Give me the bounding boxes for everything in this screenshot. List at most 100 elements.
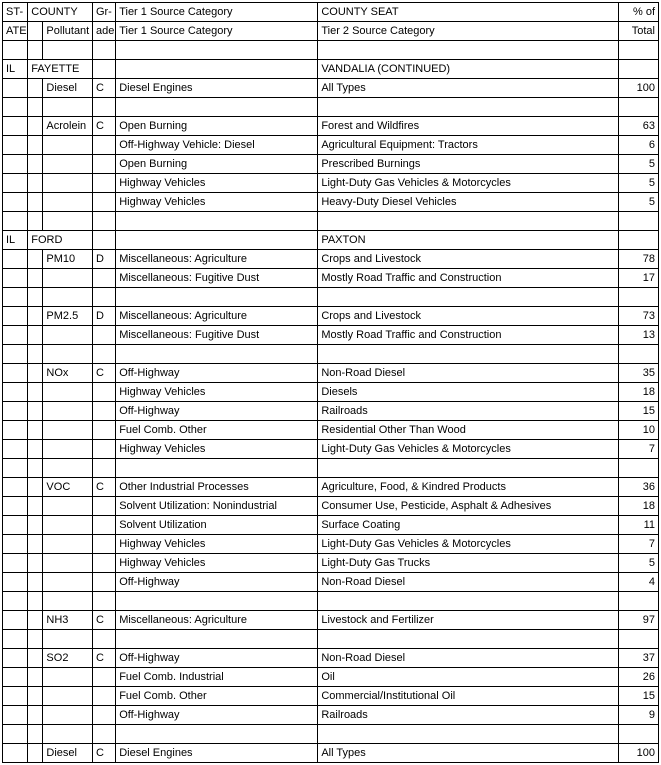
- table-row: NH3CMiscellaneous: AgricultureLivestock …: [3, 611, 659, 630]
- cell-tier2: Light-Duty Gas Vehicles & Motorcycles: [318, 174, 618, 193]
- cell-county-blank: [28, 630, 43, 649]
- table-row: [3, 725, 659, 744]
- cell-tier2: VANDALIA (CONTINUED): [318, 60, 618, 79]
- cell-pollutant: PM2.5: [43, 307, 93, 326]
- cell-tier1: Miscellaneous: Fugitive Dust: [116, 326, 318, 345]
- cell-tier1: Highway Vehicles: [116, 554, 318, 573]
- table-row: Miscellaneous: Fugitive DustMostly Road …: [3, 269, 659, 288]
- cell-county-blank: [28, 193, 43, 212]
- cell-tier2: Consumer Use, Pesticide, Asphalt & Adhes…: [318, 497, 618, 516]
- table-row: [3, 41, 659, 60]
- cell-tier2: [318, 630, 618, 649]
- cell-pollutant: [43, 687, 93, 706]
- cell-pollutant: [43, 668, 93, 687]
- cell-state: [3, 383, 28, 402]
- hdr-grade: Gr-: [92, 3, 115, 22]
- cell-state: [3, 155, 28, 174]
- hdr-tier1: Tier 1 Source Category: [116, 3, 318, 22]
- cell-tier1: Off-Highway: [116, 364, 318, 383]
- cell-grade: [92, 212, 115, 231]
- cell-county: FAYETTE: [28, 60, 93, 79]
- cell-percent: 13: [618, 326, 658, 345]
- cell-tier2: [318, 459, 618, 478]
- cell-state: [3, 459, 28, 478]
- cell-percent: 15: [618, 402, 658, 421]
- cell-county-blank: [28, 288, 43, 307]
- table-row: Solvent Utilization: NonindustrialConsum…: [3, 497, 659, 516]
- cell-percent: 100: [618, 744, 658, 763]
- hdr-pct: % of: [618, 3, 658, 22]
- cell-tier2: PAXTON: [318, 231, 618, 250]
- cell-state: [3, 440, 28, 459]
- hdr-total: Total: [618, 22, 658, 41]
- cell-pollutant: [43, 383, 93, 402]
- table-row: PM2.5DMiscellaneous: AgricultureCrops an…: [3, 307, 659, 326]
- cell-tier2: [318, 41, 618, 60]
- table-row: NOxCOff-HighwayNon-Road Diesel35: [3, 364, 659, 383]
- table-row: PM10DMiscellaneous: AgricultureCrops and…: [3, 250, 659, 269]
- cell-pollutant: [43, 592, 93, 611]
- cell-tier1: [116, 41, 318, 60]
- cell-percent: 5: [618, 155, 658, 174]
- cell-percent: 9: [618, 706, 658, 725]
- cell-grade: [92, 41, 115, 60]
- cell-county-blank: [28, 41, 43, 60]
- cell-state: [3, 478, 28, 497]
- cell-grade: [92, 345, 115, 364]
- cell-grade: [92, 459, 115, 478]
- cell-grade: [92, 706, 115, 725]
- cell-tier1: Solvent Utilization: [116, 516, 318, 535]
- cell-county-blank: [28, 573, 43, 592]
- cell-grade: C: [92, 649, 115, 668]
- cell-grade: [92, 592, 115, 611]
- cell-county-blank: [28, 117, 43, 136]
- cell-tier1: Miscellaneous: Agriculture: [116, 611, 318, 630]
- cell-tier1: Diesel Engines: [116, 79, 318, 98]
- cell-grade: [92, 440, 115, 459]
- cell-tier2: Commercial/Institutional Oil: [318, 687, 618, 706]
- cell-county-blank: [28, 440, 43, 459]
- cell-county-blank: [28, 155, 43, 174]
- cell-tier2: [318, 345, 618, 364]
- cell-grade: D: [92, 250, 115, 269]
- cell-tier2: Heavy-Duty Diesel Vehicles: [318, 193, 618, 212]
- cell-tier1: Off-Highway: [116, 706, 318, 725]
- cell-grade: [92, 402, 115, 421]
- header-row-1: ST- COUNTY Gr- Tier 1 Source Category CO…: [3, 3, 659, 22]
- cell-state: [3, 649, 28, 668]
- cell-percent: 18: [618, 383, 658, 402]
- cell-tier1: Highway Vehicles: [116, 193, 318, 212]
- cell-county-blank: [28, 269, 43, 288]
- cell-tier2: [318, 592, 618, 611]
- cell-tier2: Oil: [318, 668, 618, 687]
- cell-pollutant: [43, 345, 93, 364]
- cell-county-blank: [28, 212, 43, 231]
- cell-percent: [618, 41, 658, 60]
- cell-tier1: Fuel Comb. Other: [116, 687, 318, 706]
- cell-county-blank: [28, 535, 43, 554]
- table-row: Highway VehiclesLight-Duty Gas Vehicles …: [3, 535, 659, 554]
- cell-county-blank: [28, 516, 43, 535]
- cell-tier1: Solvent Utilization: Nonindustrial: [116, 497, 318, 516]
- cell-county-blank: [28, 725, 43, 744]
- cell-county-blank: [28, 649, 43, 668]
- cell-tier1: Highway Vehicles: [116, 440, 318, 459]
- cell-tier1: Fuel Comb. Industrial: [116, 668, 318, 687]
- cell-county-blank: [28, 421, 43, 440]
- cell-tier2: Residential Other Than Wood: [318, 421, 618, 440]
- cell-percent: 4: [618, 573, 658, 592]
- cell-percent: [618, 459, 658, 478]
- cell-state: [3, 516, 28, 535]
- cell-pollutant: [43, 136, 93, 155]
- cell-tier2: Surface Coating: [318, 516, 618, 535]
- table-row: [3, 288, 659, 307]
- cell-state: [3, 402, 28, 421]
- cell-percent: 35: [618, 364, 658, 383]
- cell-state: [3, 79, 28, 98]
- cell-state: [3, 421, 28, 440]
- cell-tier1: [116, 725, 318, 744]
- cell-county-blank: [28, 592, 43, 611]
- cell-percent: 17: [618, 269, 658, 288]
- cell-tier1: Diesel Engines: [116, 744, 318, 763]
- cell-county-blank: [28, 706, 43, 725]
